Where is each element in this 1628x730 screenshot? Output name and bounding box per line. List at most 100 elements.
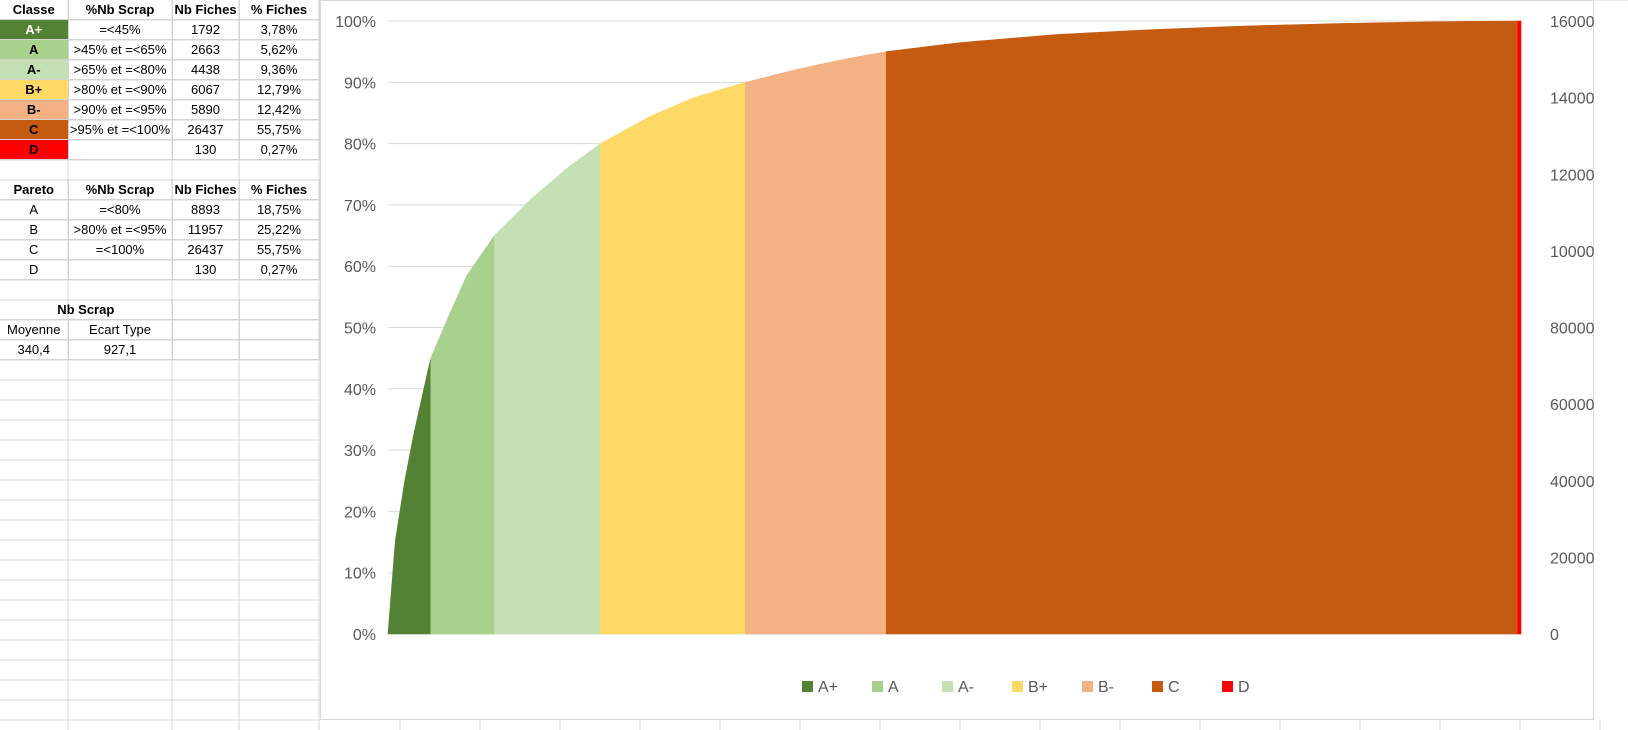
area-segment-aplus	[387, 358, 432, 635]
pct-scrap-cell[interactable]: >65% et =<80%	[68, 59, 173, 80]
pct-fiches-cell[interactable]: 12,42%	[239, 99, 320, 120]
stats-label-ecart-type[interactable]: Ecart Type	[68, 319, 173, 340]
pareto-row: D 130 0,27%	[0, 259, 320, 280]
pct-scrap-cell[interactable]: =<100%	[68, 239, 173, 260]
empty-cell[interactable]	[239, 319, 320, 340]
classe-cell[interactable]: C	[0, 119, 69, 140]
pct-scrap-cell[interactable]: >45% et =<65%	[68, 39, 173, 60]
stats-value-row: 340,4 927,1	[0, 339, 320, 360]
pareto-row: C =<100% 26437 55,75%	[0, 239, 320, 260]
stats-label-row: Moyenne Ecart Type	[0, 319, 320, 340]
empty-cell[interactable]	[239, 300, 320, 320]
empty-cell[interactable]	[172, 319, 240, 340]
legend-label: B+	[1028, 679, 1048, 696]
empty-cell[interactable]	[239, 339, 320, 360]
pareto-cell[interactable]: D	[0, 259, 69, 280]
pct-scrap-cell[interactable]: >80% et =<90%	[68, 79, 173, 100]
legend-label: C	[1168, 679, 1180, 696]
stats-label-moyenne[interactable]: Moyenne	[0, 319, 69, 340]
y-tick-label-left: 100%	[335, 14, 376, 31]
pareto-cell[interactable]: A	[0, 199, 69, 220]
empty-cell[interactable]	[172, 300, 240, 320]
y-tick-label-left: 10%	[344, 566, 376, 583]
classe-cell[interactable]: A	[0, 39, 69, 60]
pareto-area-chart[interactable]: 0% 10% 20% 30% 40% 50% 60% 70% 80% 90% 100% 0 200000…	[320, 0, 1595, 720]
classe-cell[interactable]: B+	[0, 79, 69, 100]
pct-fiches-cell[interactable]: 18,75%	[239, 199, 320, 220]
pct-fiches-cell[interactable]: 5,62%	[239, 39, 320, 60]
pct-scrap-cell[interactable]: =<45%	[68, 19, 173, 40]
y-tick-label-right: 10000000	[1550, 244, 1595, 261]
empty-cell[interactable]	[172, 339, 240, 360]
y-tick-label-right: 2000000	[1550, 550, 1595, 567]
nb-fiches-cell[interactable]: 130	[172, 259, 240, 280]
classe-cell[interactable]: B-	[0, 99, 69, 120]
classe-row: B- >90% et =<95% 5890 12,42%	[0, 99, 320, 120]
header-nb-fiches[interactable]: Nb Fiches	[172, 180, 240, 200]
y-tick-label-right: 6000000	[1550, 397, 1595, 414]
nb-fiches-cell[interactable]: 2663	[172, 39, 240, 60]
pct-fiches-cell[interactable]: 0,27%	[239, 139, 320, 160]
pct-scrap-cell[interactable]	[68, 259, 173, 280]
classe-row: B+ >80% et =<90% 6067 12,79%	[0, 79, 320, 100]
pareto-header-row: Pareto %Nb Scrap Nb Fiches % Fiches	[0, 180, 320, 200]
stats-value-moyenne[interactable]: 340,4	[0, 339, 69, 360]
pct-scrap-cell[interactable]: =<80%	[68, 199, 173, 220]
classe-row: D 130 0,27%	[0, 139, 320, 160]
pareto-table: Pareto %Nb Scrap Nb Fiches % Fiches A =<8…	[0, 180, 320, 280]
pct-fiches-cell[interactable]: 55,75%	[239, 239, 320, 260]
nb-fiches-cell[interactable]: 26437	[172, 239, 240, 260]
nb-fiches-cell[interactable]: 4438	[172, 59, 240, 80]
pct-fiches-cell[interactable]: 55,75%	[239, 119, 320, 140]
pct-scrap-cell[interactable]	[68, 139, 173, 160]
area-segment-a	[430, 234, 495, 635]
header-classe[interactable]: Classe	[0, 0, 69, 20]
nb-fiches-cell[interactable]: 130	[172, 139, 240, 160]
area-segment-aminus	[494, 143, 601, 635]
legend-label: D	[1238, 679, 1250, 696]
nb-fiches-cell[interactable]: 1792	[172, 19, 240, 40]
legend-swatch	[942, 681, 953, 692]
header-nb-fiches[interactable]: Nb Fiches	[172, 0, 240, 20]
pct-scrap-cell[interactable]: >90% et =<95%	[68, 99, 173, 120]
pareto-cell[interactable]: B	[0, 219, 69, 240]
legend-swatch	[1222, 681, 1233, 692]
legend-swatch	[1082, 681, 1093, 692]
nb-fiches-cell[interactable]: 6067	[172, 79, 240, 100]
y-tick-label-left: 90%	[344, 75, 376, 92]
header-pareto[interactable]: Pareto	[0, 180, 69, 200]
y-tick-label-right: 16000000	[1550, 14, 1595, 31]
nb-fiches-cell[interactable]: 26437	[172, 119, 240, 140]
legend-swatch	[872, 681, 883, 692]
pct-scrap-cell[interactable]: >95% et =<100%	[68, 119, 173, 140]
header-pct-scrap[interactable]: %Nb Scrap	[68, 0, 173, 20]
stats-title-row: Nb Scrap	[0, 300, 320, 320]
header-pct-fiches[interactable]: % Fiches	[239, 0, 320, 20]
pct-fiches-cell[interactable]: 3,78%	[239, 19, 320, 40]
header-pct-fiches[interactable]: % Fiches	[239, 180, 320, 200]
classe-row: A+ =<45% 1792 3,78%	[0, 19, 320, 40]
y-tick-label-left: 80%	[344, 137, 376, 154]
pct-fiches-cell[interactable]: 9,36%	[239, 59, 320, 80]
legend-swatch	[1152, 681, 1163, 692]
pct-scrap-cell[interactable]: >80% et =<95%	[68, 219, 173, 240]
nb-fiches-cell[interactable]: 11957	[172, 219, 240, 240]
classe-cell[interactable]: A-	[0, 59, 69, 80]
classe-cell[interactable]: D	[0, 139, 69, 160]
classe-row: A >45% et =<65% 2663 5,62%	[0, 39, 320, 60]
stats-table: Nb Scrap Moyenne Ecart Type 340,4 927,1	[0, 300, 320, 360]
nb-fiches-cell[interactable]: 8893	[172, 199, 240, 220]
stats-title[interactable]: Nb Scrap	[0, 300, 173, 320]
pct-fiches-cell[interactable]: 0,27%	[239, 259, 320, 280]
classe-header-row: Classe %Nb Scrap Nb Fiches % Fiches	[0, 0, 320, 20]
stats-value-ecart-type[interactable]: 927,1	[68, 339, 173, 360]
area-segment-c	[885, 20, 1519, 635]
header-pct-scrap[interactable]: %Nb Scrap	[68, 180, 173, 200]
pct-fiches-cell[interactable]: 25,22%	[239, 219, 320, 240]
pareto-cell[interactable]: C	[0, 239, 69, 260]
pct-fiches-cell[interactable]: 12,79%	[239, 79, 320, 100]
classe-cell[interactable]: A+	[0, 19, 69, 40]
legend-label: A-	[958, 679, 974, 696]
nb-fiches-cell[interactable]: 5890	[172, 99, 240, 120]
classe-table: Classe %Nb Scrap Nb Fiches % Fiches A+ =<…	[0, 0, 320, 160]
